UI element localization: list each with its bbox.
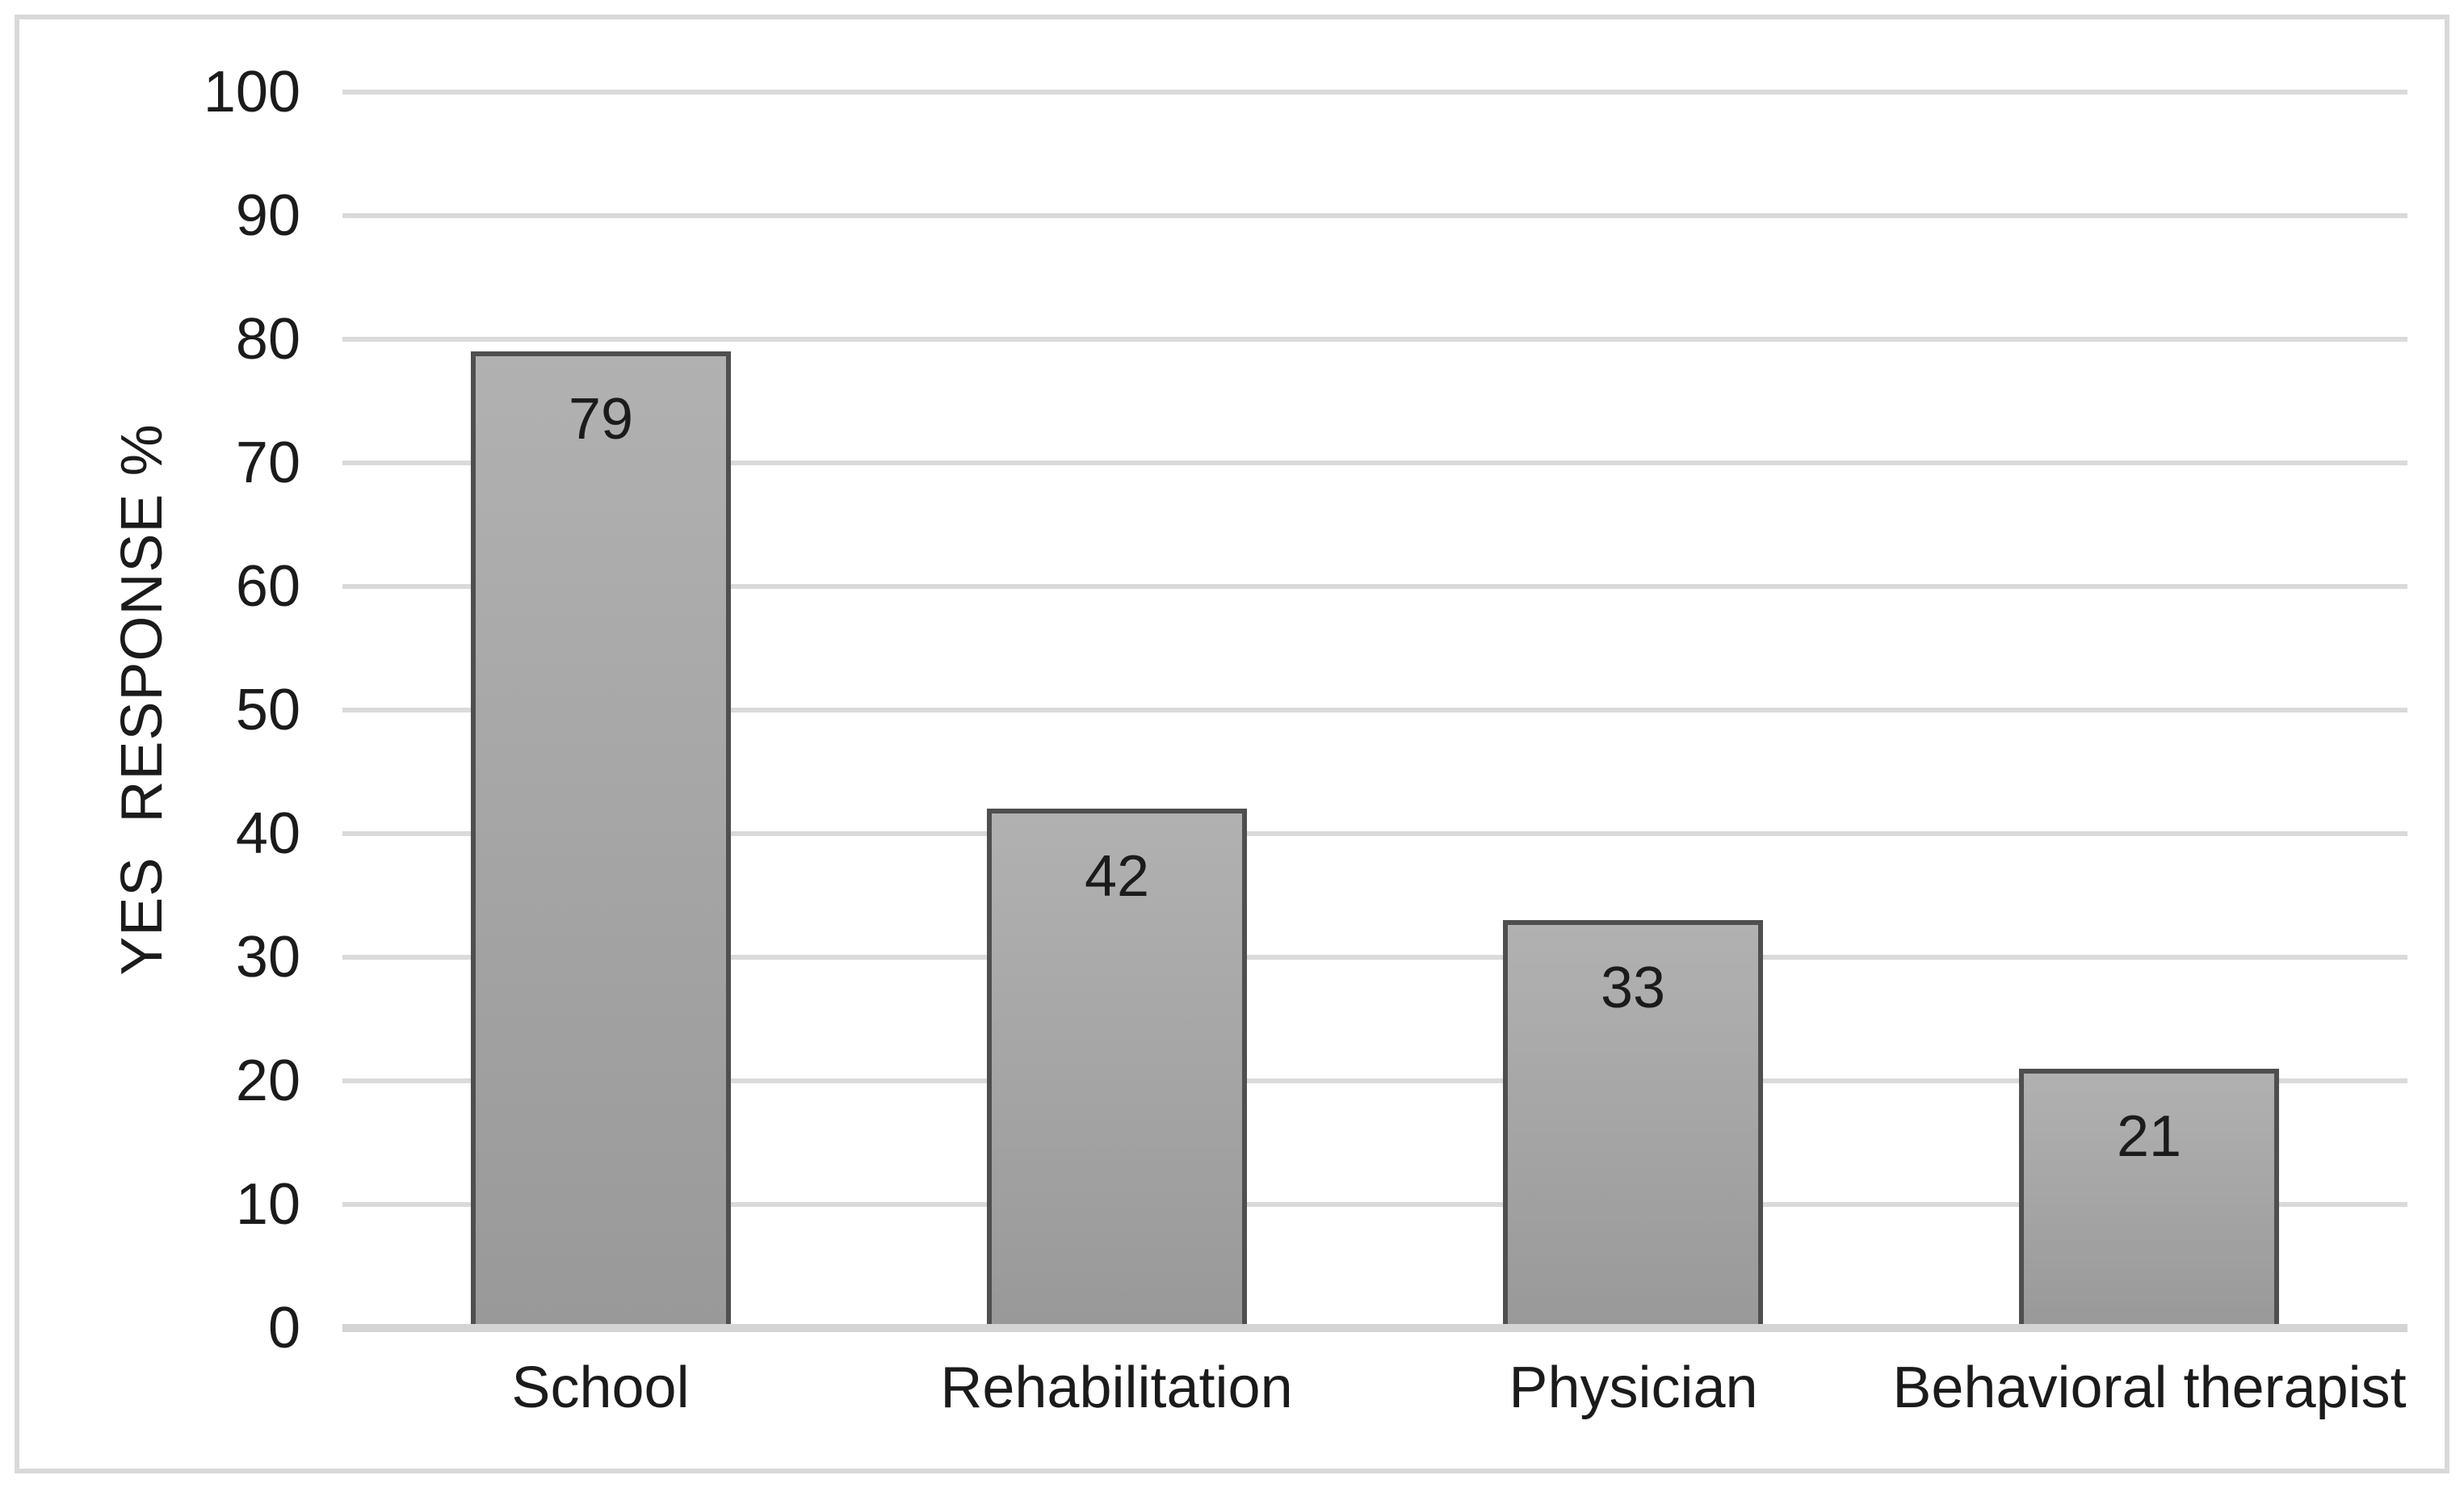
gridline-80 <box>342 337 2407 342</box>
y-tick-label-0: 0 <box>267 1296 300 1360</box>
y-tick-label-50: 50 <box>235 678 300 742</box>
y-tick-label-10: 10 <box>235 1172 300 1237</box>
y-tick-label-100: 100 <box>203 60 300 124</box>
bar-data-label: 33 <box>1600 956 1666 1020</box>
bar-data-label: 21 <box>2116 1104 2182 1169</box>
plot-area: 79 42 33 21 <box>342 90 2407 1328</box>
x-category-label-physician: Physician <box>1509 1356 1758 1420</box>
gridline-10 <box>342 1202 2407 1207</box>
gridline-100 <box>342 90 2407 95</box>
y-tick-label-30: 30 <box>235 925 300 990</box>
x-category-label-school: School <box>511 1356 690 1420</box>
x-category-label-behavioral-therapist: Behavioral therapist <box>1892 1356 2407 1420</box>
gridline-30 <box>342 955 2407 960</box>
gridline-90 <box>342 213 2407 218</box>
bar-behavioral-therapist: 21 <box>2019 1069 2279 1326</box>
y-tick-label-80: 80 <box>235 307 300 372</box>
gridline-50 <box>342 708 2407 712</box>
gridline-20 <box>342 1078 2407 1083</box>
gridline-70 <box>342 460 2407 465</box>
gridline-40 <box>342 831 2407 836</box>
y-tick-label-60: 60 <box>235 554 300 619</box>
gridline-60 <box>342 584 2407 589</box>
y-tick-label-90: 90 <box>235 183 300 248</box>
y-tick-label-20: 20 <box>235 1049 300 1113</box>
y-tick-label-40: 40 <box>235 801 300 866</box>
bar-school: 79 <box>471 351 731 1326</box>
bar-physician: 33 <box>1503 920 1763 1326</box>
bar-rehabilitation: 42 <box>987 809 1247 1326</box>
bar-data-label: 79 <box>568 387 634 452</box>
y-tick-label-70: 70 <box>235 431 300 495</box>
bar-data-label: 42 <box>1084 844 1150 909</box>
x-axis-baseline <box>342 1324 2407 1332</box>
x-category-label-rehabilitation: Rehabilitation <box>940 1356 1293 1420</box>
